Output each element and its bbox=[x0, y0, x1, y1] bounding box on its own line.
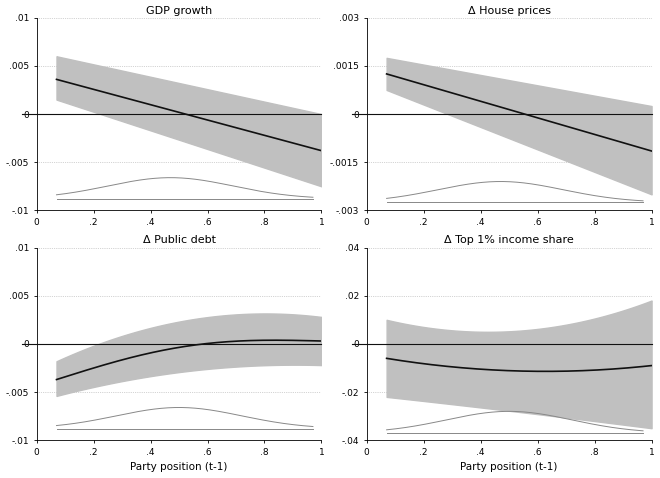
Title: GDP growth: GDP growth bbox=[146, 6, 212, 16]
Title: Δ Public debt: Δ Public debt bbox=[143, 235, 216, 245]
Title: Δ House prices: Δ House prices bbox=[468, 6, 550, 16]
Title: Δ Top 1% income share: Δ Top 1% income share bbox=[444, 235, 574, 245]
X-axis label: Party position (t-1): Party position (t-1) bbox=[461, 462, 558, 472]
X-axis label: Party position (t-1): Party position (t-1) bbox=[130, 462, 228, 472]
